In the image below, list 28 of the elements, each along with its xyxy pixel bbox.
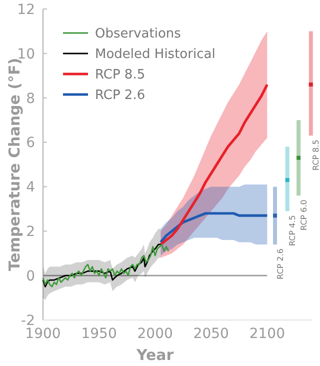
legend-label: Observations [95,26,182,42]
annotation: RCP 4.5 [288,215,298,246]
y-tick-label: -2 [21,312,35,329]
annotation: RCP 6.0 [299,200,308,230]
y-tick-label: 0 [26,268,35,284]
y-axis-title: Temperature Change (°F) [5,58,24,272]
point [308,82,313,87]
point [296,156,301,160]
x-tick-label: 2000 [137,326,173,342]
y-tick-label: 6 [26,135,36,152]
y-tick-label: 4 [26,180,36,196]
x-axis-title: Year [135,346,174,364]
x-tick-label: 1900 [25,326,61,342]
point [273,214,278,218]
point [285,178,290,182]
y-tick-label: 12 [17,2,35,18]
y-tick-label: 2 [26,224,35,240]
y-tick-label: 8 [26,90,35,107]
x-tick-label: 2100 [249,326,285,342]
x-tick-label: 2050 [193,326,229,342]
x-tick-label: 1950 [81,326,117,342]
legend-label: RCP 8.5 [95,68,146,83]
annotation: RCP 8.5 [312,140,320,170]
line-series [159,83,268,246]
legend-label: RCP 2.6 [95,88,146,104]
line-series [159,212,268,244]
legend-label: Modeled Historical [95,47,216,62]
annotation: RCP 2.6 [276,248,285,280]
